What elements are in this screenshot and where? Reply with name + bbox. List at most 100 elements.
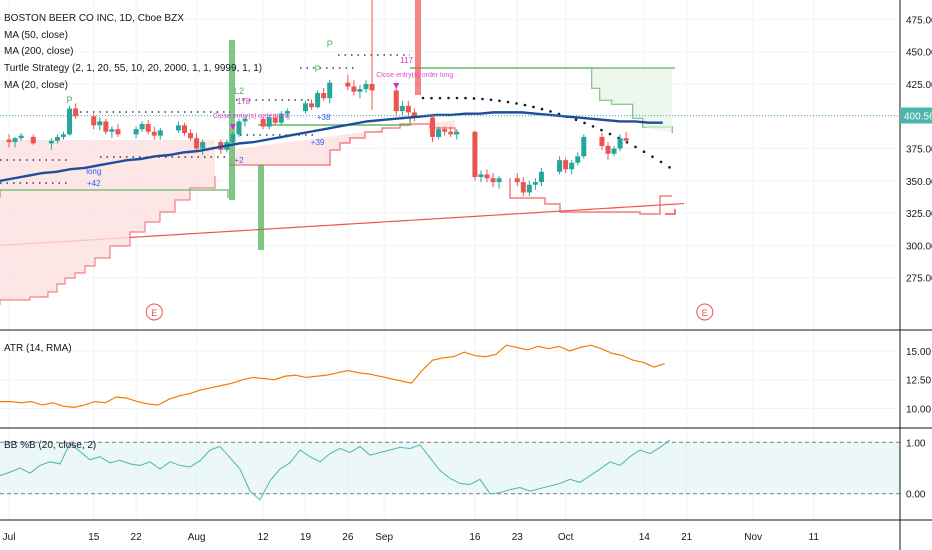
candle-body[interactable] bbox=[399, 105, 405, 112]
trail-stop-dot bbox=[447, 96, 450, 100]
green-channel-low bbox=[0, 189, 229, 198]
candle-body[interactable] bbox=[315, 93, 321, 108]
candle-body[interactable] bbox=[321, 93, 327, 99]
trail-stop-dot bbox=[659, 160, 663, 164]
candle-body[interactable] bbox=[182, 125, 187, 134]
candle-body[interactable] bbox=[569, 162, 575, 170]
y-tick-label: 325.00 bbox=[906, 209, 932, 220]
atr-line bbox=[0, 344, 665, 408]
trail-stop-dot bbox=[583, 121, 586, 125]
candle-body[interactable] bbox=[363, 83, 369, 90]
candle-body[interactable] bbox=[538, 171, 544, 183]
candle-body[interactable] bbox=[617, 138, 623, 149]
candle-body[interactable] bbox=[61, 134, 66, 137]
candle-body[interactable] bbox=[272, 117, 278, 123]
candle-body[interactable] bbox=[496, 178, 502, 183]
bb-y-tick: 0.00 bbox=[906, 490, 926, 501]
candle-body[interactable] bbox=[151, 131, 157, 136]
candle-body[interactable] bbox=[260, 118, 266, 127]
candle-body[interactable] bbox=[188, 133, 194, 139]
candle-body[interactable] bbox=[91, 116, 97, 126]
candle-body[interactable] bbox=[278, 113, 284, 123]
candle-body[interactable] bbox=[266, 117, 272, 127]
candle-body[interactable] bbox=[411, 112, 417, 118]
candle-body[interactable] bbox=[563, 160, 569, 170]
candle-body[interactable] bbox=[436, 129, 442, 137]
candle-body[interactable] bbox=[605, 145, 611, 154]
last-price-tag bbox=[900, 107, 932, 124]
x-tick-label: 15 bbox=[88, 532, 100, 543]
candle-body[interactable] bbox=[97, 121, 103, 126]
candle-body[interactable] bbox=[157, 130, 163, 136]
candle-body[interactable] bbox=[230, 134, 236, 143]
candle-body[interactable] bbox=[327, 82, 333, 99]
candle-body[interactable] bbox=[242, 118, 248, 122]
candle-body[interactable] bbox=[48, 140, 54, 144]
candle-body[interactable] bbox=[351, 86, 357, 92]
long-signal-bar bbox=[229, 40, 235, 200]
candle-body[interactable] bbox=[309, 103, 315, 108]
candle-body[interactable] bbox=[623, 138, 629, 141]
candle-body[interactable] bbox=[532, 182, 538, 185]
candle-body[interactable] bbox=[442, 129, 448, 132]
pivot-marker: P bbox=[327, 39, 333, 49]
candle-body[interactable] bbox=[484, 174, 490, 179]
candle-body[interactable] bbox=[103, 121, 109, 132]
price-pane[interactable]: E E 178 Close entry(s) order long 117 Close e… bbox=[0, 0, 900, 321]
candle-body[interactable] bbox=[472, 131, 478, 177]
trail-stop-dot bbox=[608, 132, 612, 136]
trail-stop-dot bbox=[506, 100, 510, 104]
candle-body[interactable] bbox=[557, 160, 563, 172]
candle-body[interactable] bbox=[357, 89, 363, 92]
candle-body[interactable] bbox=[175, 125, 181, 131]
candle-body[interactable] bbox=[369, 83, 375, 91]
bb-pane[interactable] bbox=[0, 439, 900, 501]
candle-body[interactable] bbox=[145, 124, 151, 132]
trail-stop-dot bbox=[651, 155, 654, 158]
earnings-marker[interactable] bbox=[145, 303, 163, 321]
candle-body[interactable] bbox=[12, 138, 18, 143]
candle-body[interactable] bbox=[448, 131, 454, 135]
signal-arrow bbox=[229, 124, 236, 130]
x-tick-label: Oct bbox=[558, 532, 574, 543]
trade-label: long bbox=[86, 167, 101, 176]
candle-body[interactable] bbox=[490, 178, 496, 183]
candle-body[interactable] bbox=[115, 129, 121, 135]
candle-body[interactable] bbox=[30, 136, 36, 144]
candle-body[interactable] bbox=[345, 82, 351, 87]
candle-body[interactable] bbox=[67, 108, 73, 135]
candle-body[interactable] bbox=[575, 156, 581, 163]
x-tick-label: 23 bbox=[512, 532, 524, 543]
candle-body[interactable] bbox=[73, 108, 79, 117]
candle-body[interactable] bbox=[54, 136, 60, 141]
candle-body[interactable] bbox=[599, 136, 605, 146]
candle-body[interactable] bbox=[109, 129, 115, 132]
red-stop-line bbox=[509, 178, 672, 215]
earnings-marker[interactable] bbox=[696, 303, 714, 321]
candle-body[interactable] bbox=[236, 121, 242, 135]
candle-body[interactable] bbox=[526, 184, 532, 193]
candle-body[interactable] bbox=[139, 124, 145, 130]
candle-body[interactable] bbox=[200, 142, 206, 149]
candle-body[interactable] bbox=[430, 117, 436, 137]
candle-body[interactable] bbox=[520, 182, 526, 193]
candle-body[interactable] bbox=[133, 129, 139, 135]
candle-body[interactable] bbox=[454, 131, 460, 135]
candle-body[interactable] bbox=[581, 136, 587, 157]
candle-body[interactable] bbox=[303, 103, 308, 112]
atr-pane[interactable] bbox=[0, 344, 665, 408]
candle-body[interactable] bbox=[18, 135, 24, 139]
bb-band-fill bbox=[0, 442, 900, 494]
candle-body[interactable] bbox=[393, 90, 399, 112]
candle-body[interactable] bbox=[514, 178, 520, 183]
candle-body[interactable] bbox=[194, 138, 200, 149]
candle-body[interactable] bbox=[611, 148, 617, 154]
candle-body[interactable] bbox=[478, 174, 484, 177]
candle-body[interactable] bbox=[6, 139, 12, 143]
spike-bar bbox=[415, 0, 421, 95]
candle-body[interactable] bbox=[284, 111, 290, 114]
bb-y-tick: 1.00 bbox=[906, 438, 926, 449]
candle-body[interactable] bbox=[405, 105, 411, 113]
